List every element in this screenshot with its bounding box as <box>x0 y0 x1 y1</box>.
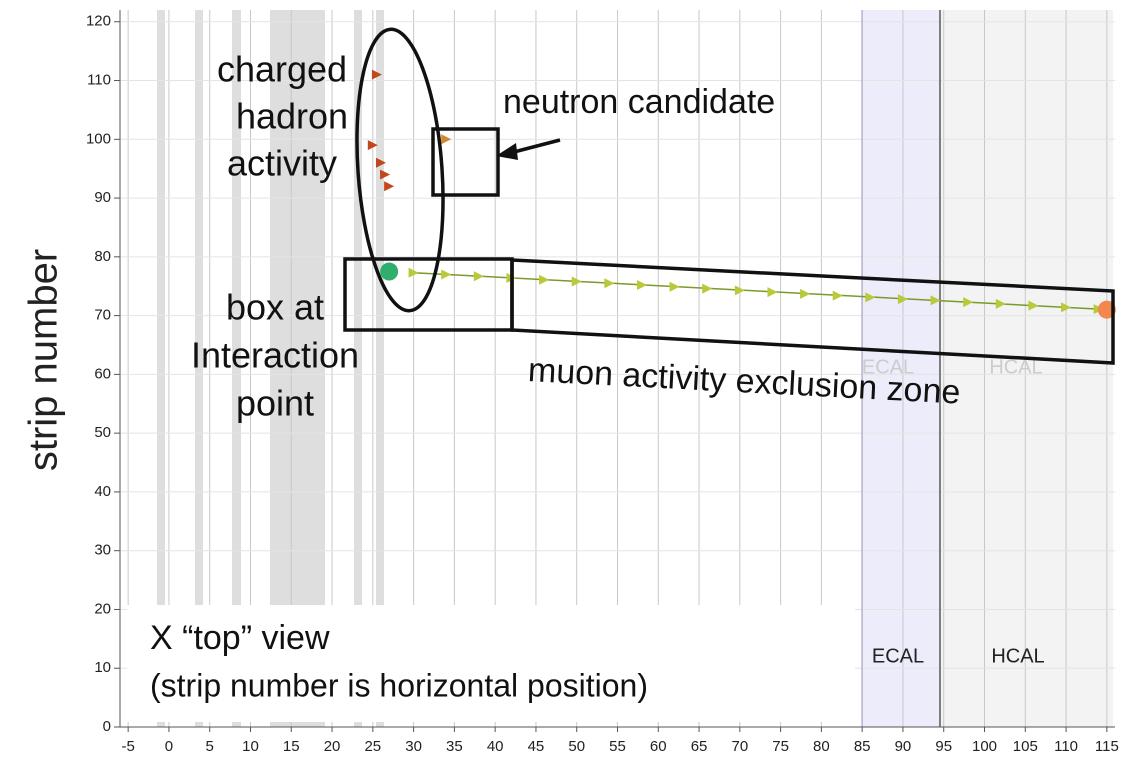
annotation: activity <box>227 143 337 184</box>
x-tick-label: 15 <box>283 738 300 755</box>
hit <box>441 269 451 279</box>
x-tick-label: 30 <box>405 738 422 755</box>
x-tick-label: 65 <box>691 738 708 755</box>
y-tick-label: 70 <box>94 307 111 324</box>
x-tick-label: 45 <box>528 738 545 755</box>
y-tick-label: 20 <box>94 600 111 617</box>
y-tick-label: 0 <box>103 718 111 735</box>
hit <box>670 282 680 292</box>
annotation: point <box>236 383 314 424</box>
x-tick-label: 0 <box>165 738 173 755</box>
hit <box>474 271 484 281</box>
x-tick-label: 90 <box>895 738 912 755</box>
y-tick-label: 10 <box>94 659 111 676</box>
x-tick-label: 80 <box>813 738 830 755</box>
hit <box>384 181 394 191</box>
x-tick-label: 10 <box>242 738 259 755</box>
hit <box>800 289 810 299</box>
x-tick-label: 110 <box>1054 738 1078 755</box>
x-tick-label: 55 <box>609 738 626 755</box>
x-tick-label: 105 <box>1013 738 1038 755</box>
y-tick-label: 120 <box>86 13 111 30</box>
hit <box>637 280 647 290</box>
annotation: neutron candidate <box>503 83 775 121</box>
y-tick-label: 110 <box>87 71 111 88</box>
x-tick-label: 35 <box>446 738 463 755</box>
hit <box>539 275 549 285</box>
y-tick-label: 40 <box>94 483 111 500</box>
x-tick-label: 40 <box>487 738 504 755</box>
x-tick-label: 20 <box>324 738 341 755</box>
hadron-ellipse <box>348 26 451 313</box>
y-axis-label: strip number <box>22 249 66 471</box>
view-label: (strip number is horizontal position) <box>150 667 648 703</box>
hit <box>767 287 777 297</box>
x-tick-label: 60 <box>650 738 667 755</box>
x-tick-label: 5 <box>206 738 214 755</box>
annotation: box at <box>226 287 324 328</box>
region-label: ECAL <box>872 645 924 667</box>
hit <box>380 170 390 180</box>
arrow <box>510 140 560 153</box>
annotation: Interaction <box>191 335 359 376</box>
hit <box>604 278 614 288</box>
x-tick-label: 75 <box>772 738 789 755</box>
region-label: HCAL <box>991 645 1044 667</box>
x-tick-label: 25 <box>364 738 381 755</box>
x-tick-label: 115 <box>1095 738 1119 755</box>
hit <box>702 284 712 294</box>
x-tick-label: 70 <box>731 738 748 755</box>
x-tick-label: 50 <box>568 738 585 755</box>
y-tick-label: 100 <box>86 130 111 147</box>
chart: X “top” view (strip number is horizontal… <box>0 0 1121 766</box>
y-tick-label: 30 <box>94 542 111 559</box>
x-tick-label: -5 <box>121 738 134 755</box>
annotation: hadron <box>236 96 348 137</box>
y-tick-label: 60 <box>94 365 111 382</box>
hit <box>380 263 398 281</box>
annotation: charged <box>217 49 347 90</box>
view-label: X “top” view <box>150 619 330 657</box>
x-tick-label: 85 <box>854 738 871 755</box>
x-tick-label: 100 <box>972 738 997 755</box>
y-tick-label: 80 <box>94 248 111 265</box>
y-tick-label: 50 <box>94 424 111 441</box>
hit <box>441 134 451 144</box>
y-tick-label: 90 <box>94 189 111 206</box>
x-tick-label: 95 <box>935 738 952 755</box>
hit <box>833 291 843 301</box>
